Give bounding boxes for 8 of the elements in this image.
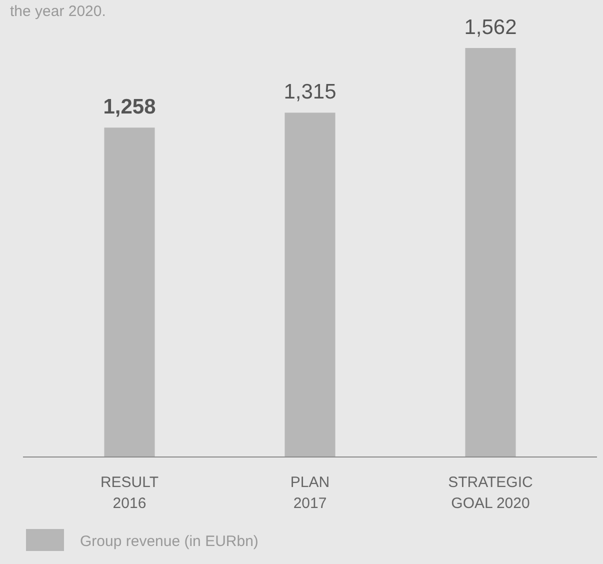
legend-label: Group revenue (in EURbn) — [80, 533, 258, 550]
data-label: 1,315 — [284, 80, 336, 104]
data-label: 1,258 — [103, 96, 156, 119]
data-label: 1,562 — [464, 16, 517, 39]
x-tick-label: RESULT 2016 — [100, 474, 159, 512]
x-tick-label: PLAN 2017 — [290, 474, 330, 512]
x-tick-label: STRATEGIC GOAL 2020 — [448, 474, 534, 512]
chart-subtitle: the year 2020. — [10, 3, 106, 20]
